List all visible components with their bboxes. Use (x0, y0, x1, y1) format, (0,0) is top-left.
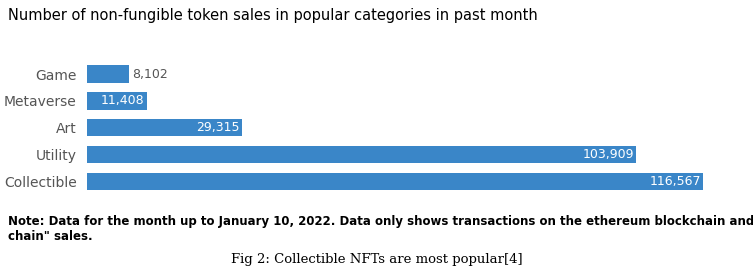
Bar (87, 173, 703, 190)
Bar (87, 92, 147, 110)
Text: 29,315: 29,315 (196, 121, 239, 134)
Text: 8,102: 8,102 (133, 68, 168, 81)
Text: 103,909: 103,909 (582, 148, 634, 161)
Text: Fig 2: Collectible NFTs are most popular[4]: Fig 2: Collectible NFTs are most popular… (230, 253, 523, 266)
Text: Note: Data for the month up to January 10, 2022. Data only shows transactions on: Note: Data for the month up to January 1… (8, 215, 753, 243)
Text: Number of non-fungible token sales in popular categories in past month: Number of non-fungible token sales in po… (8, 8, 538, 23)
Bar (87, 65, 130, 83)
Bar (87, 146, 636, 163)
Text: 116,567: 116,567 (649, 175, 701, 188)
Bar (87, 119, 242, 136)
Text: 11,408: 11,408 (101, 94, 145, 107)
